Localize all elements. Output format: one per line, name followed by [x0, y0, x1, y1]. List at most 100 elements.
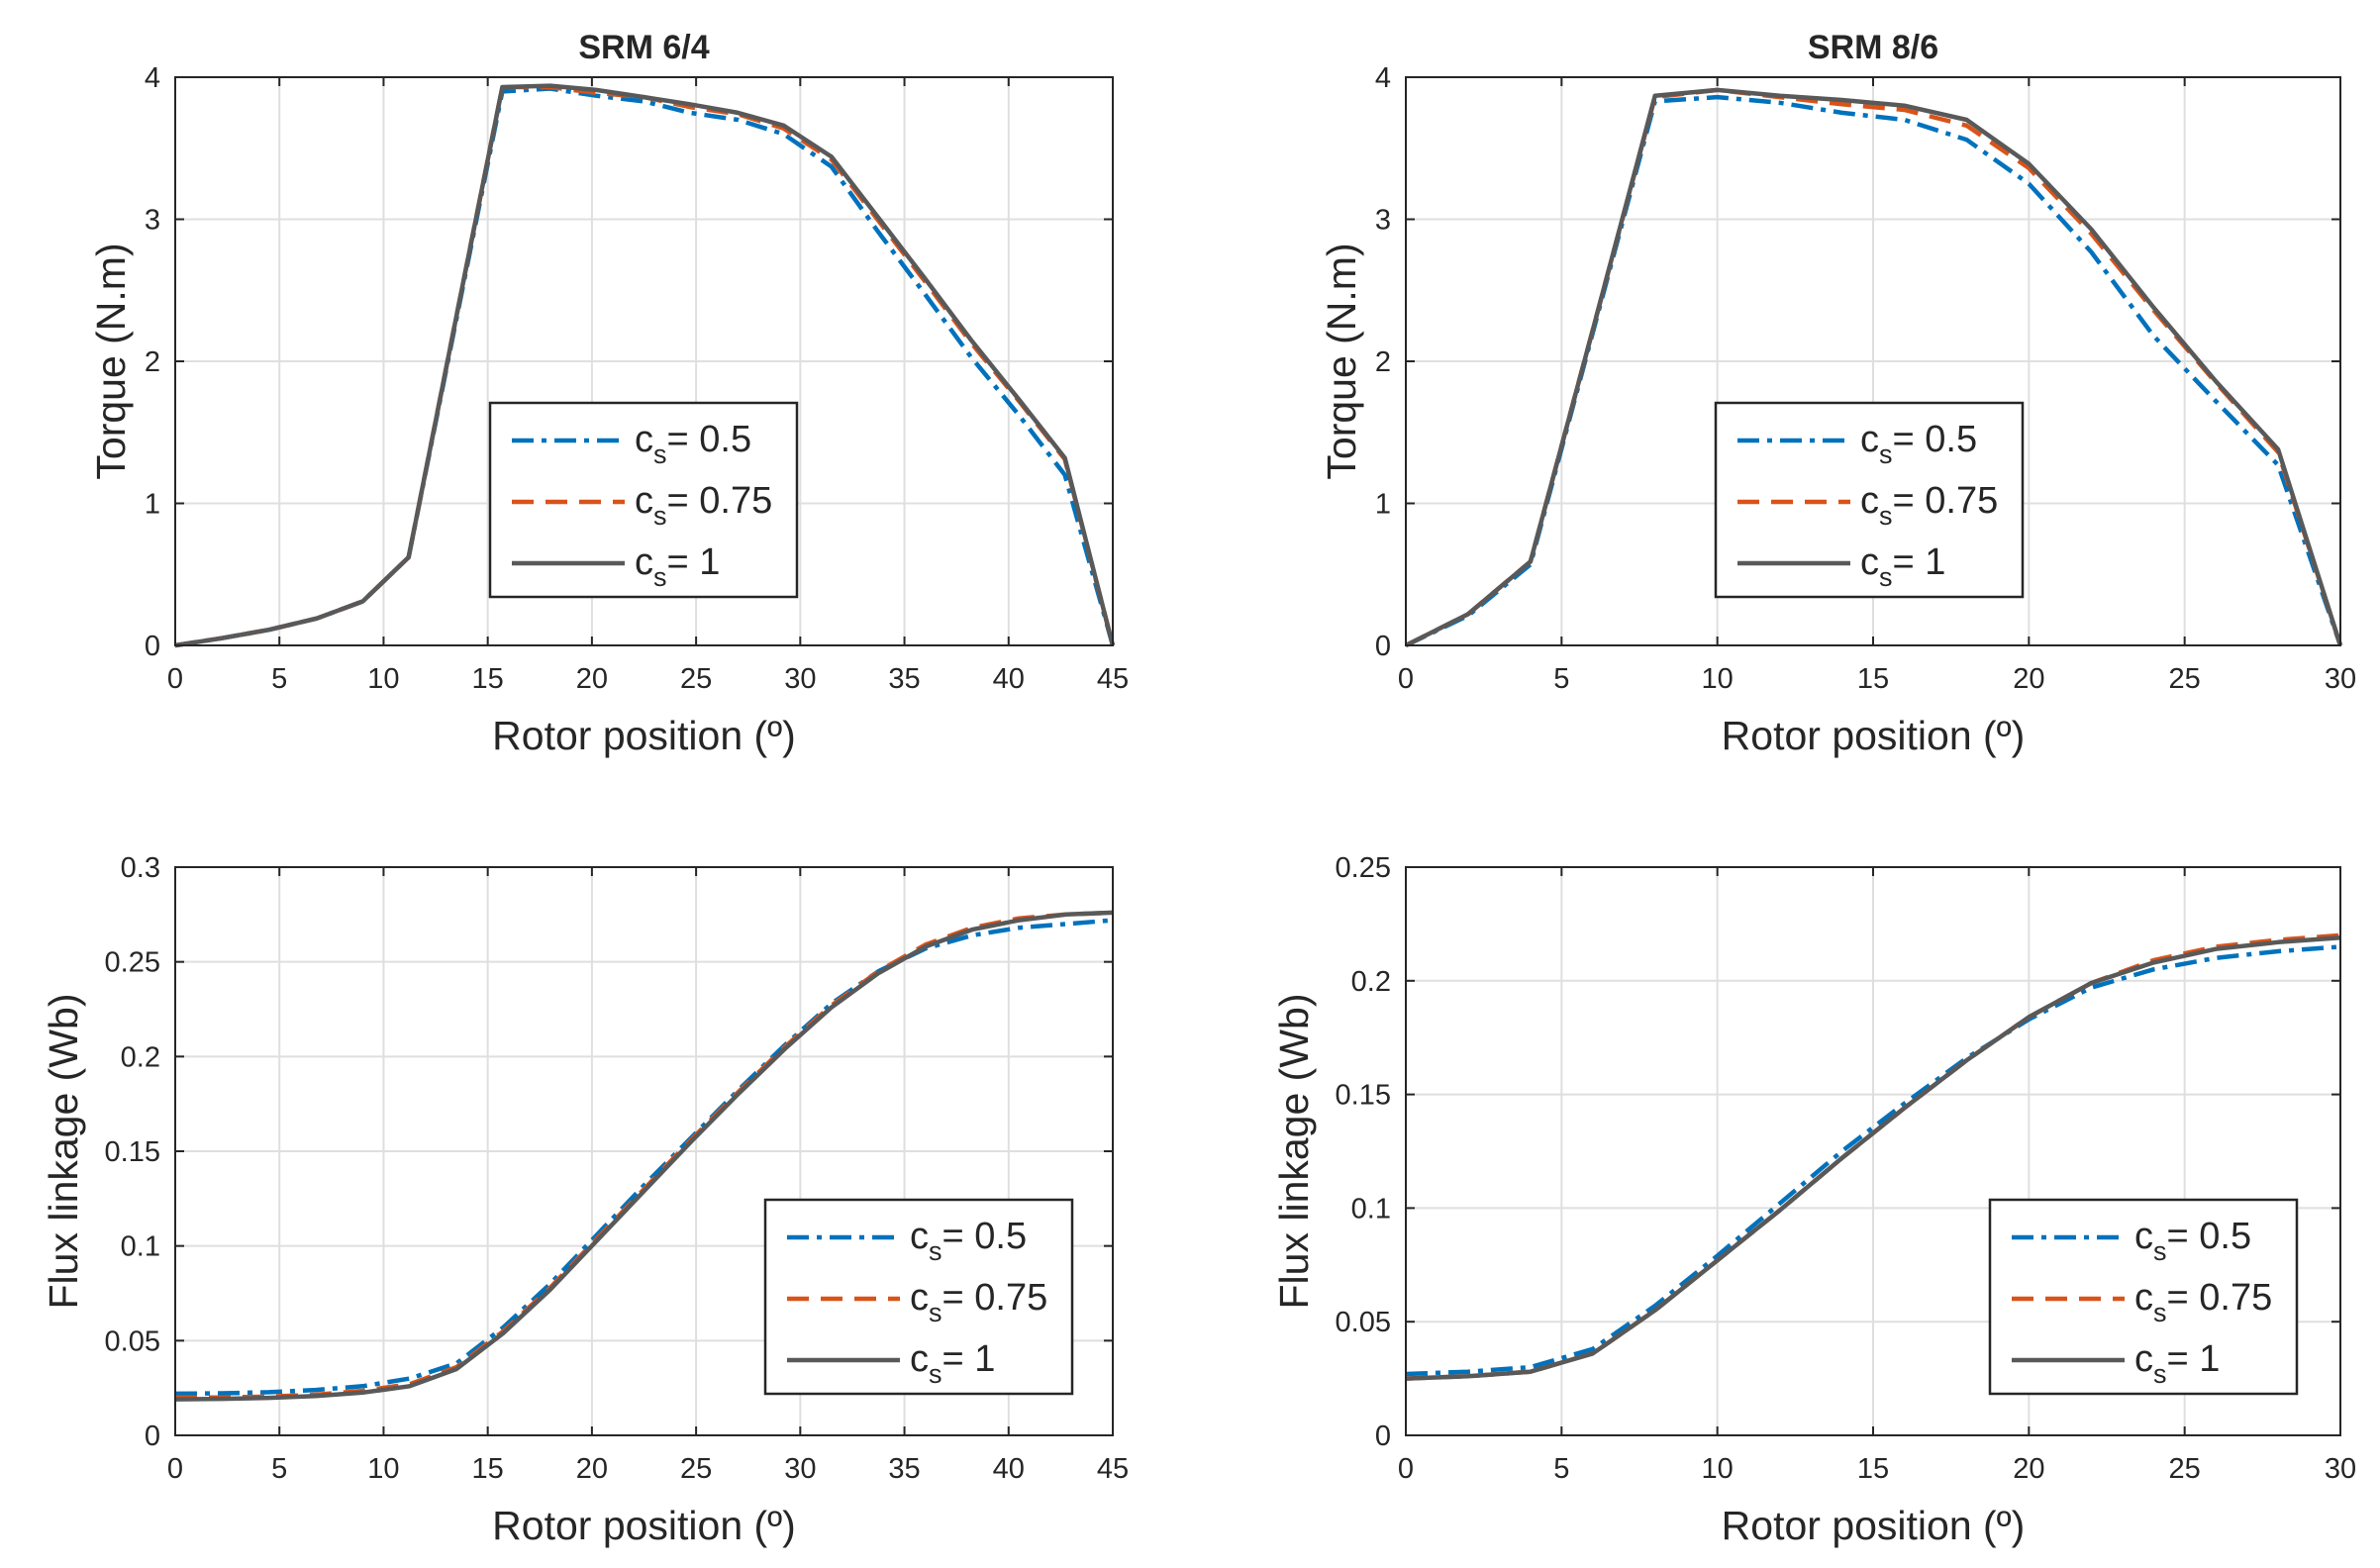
- legend-label-base: c: [910, 1277, 929, 1319]
- legend-entry-label: cs= 0.5: [910, 1216, 1027, 1266]
- series-group: [174, 910, 1114, 1402]
- legend-label-value: = 0.5: [2167, 1216, 2252, 1257]
- x-tick-label: 25: [680, 1453, 712, 1485]
- x-tick-label: 35: [888, 1453, 920, 1485]
- x-tick-label: 5: [1553, 1453, 1569, 1485]
- x-tick-label: 25: [2169, 663, 2201, 695]
- x-tick-label: 15: [472, 663, 504, 695]
- legend-label-value: = 0.75: [1893, 480, 1999, 522]
- legend-label-base: c: [635, 480, 653, 522]
- x-tick-label: 30: [784, 663, 816, 695]
- x-tick-label: 10: [1702, 1453, 1734, 1485]
- y-axis-label: Torque (N.m): [88, 243, 134, 479]
- legend-label-sub: s: [1879, 562, 1893, 592]
- chart-title: SRM 6/4: [578, 29, 709, 66]
- legend-entry-label: cs= 0.5: [2134, 1216, 2251, 1266]
- y-tick-label: 0.1: [1351, 1193, 1391, 1225]
- legend-label-sub: s: [929, 1298, 942, 1327]
- legend-label-value: = 0.5: [942, 1216, 1028, 1257]
- y-tick-label: 0.15: [1336, 1080, 1391, 1112]
- x-tick-label: 25: [2169, 1453, 2201, 1485]
- series-group: [174, 83, 1116, 648]
- series-line-0: [1405, 944, 2341, 1377]
- legend-entry-label: cs= 0.5: [635, 419, 751, 469]
- srm86-torque-panel: 0 5 10 15 20 25 30 0 1 2 3 4 SRM 8/6 Rotor position (…: [1319, 29, 2356, 758]
- x-tick-label: 45: [1097, 663, 1129, 695]
- y-tick-label: 3: [145, 205, 160, 237]
- x-tick-label: 30: [2325, 1453, 2356, 1485]
- x-tick-label: 10: [367, 663, 399, 695]
- srm64-flux-panel: 0 5 10 15 20 25 30 35 40 45 0 0.05 0.1 0.15 0.2 0.25 0.3…: [41, 852, 1129, 1548]
- legend-label-value: = 1: [1893, 541, 1946, 583]
- x-tick-label: 15: [472, 1453, 504, 1485]
- y-tick-label: 4: [1375, 62, 1391, 94]
- legend-label-base: c: [2134, 1338, 2153, 1380]
- legend-entry-label: cs= 0.75: [2134, 1277, 2272, 1327]
- x-tick-label: 40: [993, 663, 1025, 695]
- y-tick-label: 0.05: [1336, 1307, 1391, 1338]
- series-line-2: [174, 83, 1116, 648]
- x-tick-label: 20: [576, 663, 608, 695]
- x-axis-label: Rotor position (º): [1722, 713, 2026, 758]
- y-tick-label: 0.05: [105, 1325, 160, 1357]
- y-tick-label: 4: [145, 62, 160, 94]
- x-tick-label: 45: [1097, 1453, 1129, 1485]
- x-tick-label: 10: [367, 1453, 399, 1485]
- y-axis-label: Flux linkage (Wb): [1271, 994, 1317, 1310]
- series-line-2: [1405, 934, 2341, 1381]
- x-tick-label: 30: [2325, 663, 2356, 695]
- legend-label-base: c: [910, 1338, 929, 1380]
- legend-entry-label: cs= 0.5: [1860, 419, 1977, 469]
- legend-label-value: = 0.75: [667, 480, 773, 522]
- legend-label-value: = 1: [2167, 1338, 2221, 1380]
- legend-label-sub: s: [1879, 440, 1893, 469]
- legend-label-base: c: [635, 541, 653, 583]
- y-tick-label: 1: [145, 489, 160, 521]
- y-axis-label: Torque (N.m): [1319, 243, 1364, 479]
- legend-label-base: c: [1860, 541, 1879, 583]
- x-tick-label: 25: [680, 663, 712, 695]
- y-tick-label: 0.15: [105, 1136, 160, 1168]
- y-tick-label: 0: [1375, 1421, 1391, 1452]
- series-line-2: [1404, 87, 2343, 648]
- y-tick-label: 2: [145, 346, 160, 378]
- srm64-torque-panel: 0 5 10 15 20 25 30 35 40 45 0 1 2 3 4 SRM 6/4 Rotor posi…: [88, 29, 1129, 758]
- x-tick-label: 20: [2013, 663, 2044, 695]
- legend-label-sub: s: [1879, 501, 1893, 531]
- legend-label-sub: s: [2153, 1298, 2167, 1327]
- srm86-flux-panel: 0 5 10 15 20 25 30 0 0.05 0.1 0.15 0.2 0.25 Rotor pos…: [1271, 852, 2356, 1548]
- legend-entry-label: cs= 1: [910, 1338, 995, 1389]
- legend-label-value: = 0.75: [2167, 1277, 2273, 1319]
- legend-entry-label: cs= 1: [1860, 541, 1945, 592]
- y-tick-label: 0: [145, 1421, 160, 1452]
- legend-label-value: = 1: [942, 1338, 996, 1380]
- y-tick-label: 2: [1375, 346, 1391, 378]
- x-tick-label: 0: [167, 1453, 183, 1485]
- legend-entry-label: cs= 0.75: [1860, 480, 1998, 531]
- x-tick-label: 5: [271, 1453, 287, 1485]
- x-axis-label: Rotor position (º): [492, 713, 796, 758]
- x-tick-label: 35: [888, 663, 920, 695]
- x-tick-label: 5: [1553, 663, 1569, 695]
- x-tick-label: 15: [1857, 1453, 1889, 1485]
- legend-label-sub: s: [653, 562, 667, 592]
- legend-entry-label: cs= 0.75: [635, 480, 772, 531]
- legend-label-base: c: [1860, 419, 1879, 460]
- series-line-2: [174, 910, 1114, 1402]
- y-tick-label: 0.3: [121, 852, 160, 884]
- legend-label-sub: s: [2153, 1236, 2167, 1266]
- legend-label-sub: s: [653, 440, 667, 469]
- x-tick-label: 20: [2013, 1453, 2044, 1485]
- y-tick-label: 0.2: [121, 1041, 160, 1073]
- legend-label-value: = 0.5: [1893, 419, 1978, 460]
- legend-label-base: c: [2134, 1277, 2153, 1319]
- x-tick-label: 30: [784, 1453, 816, 1485]
- x-axis-label: Rotor position (º): [492, 1503, 796, 1548]
- chart-title: SRM 8/6: [1808, 29, 1938, 66]
- legend-label-sub: s: [929, 1236, 942, 1266]
- x-tick-label: 20: [576, 1453, 608, 1485]
- x-tick-label: 40: [993, 1453, 1025, 1485]
